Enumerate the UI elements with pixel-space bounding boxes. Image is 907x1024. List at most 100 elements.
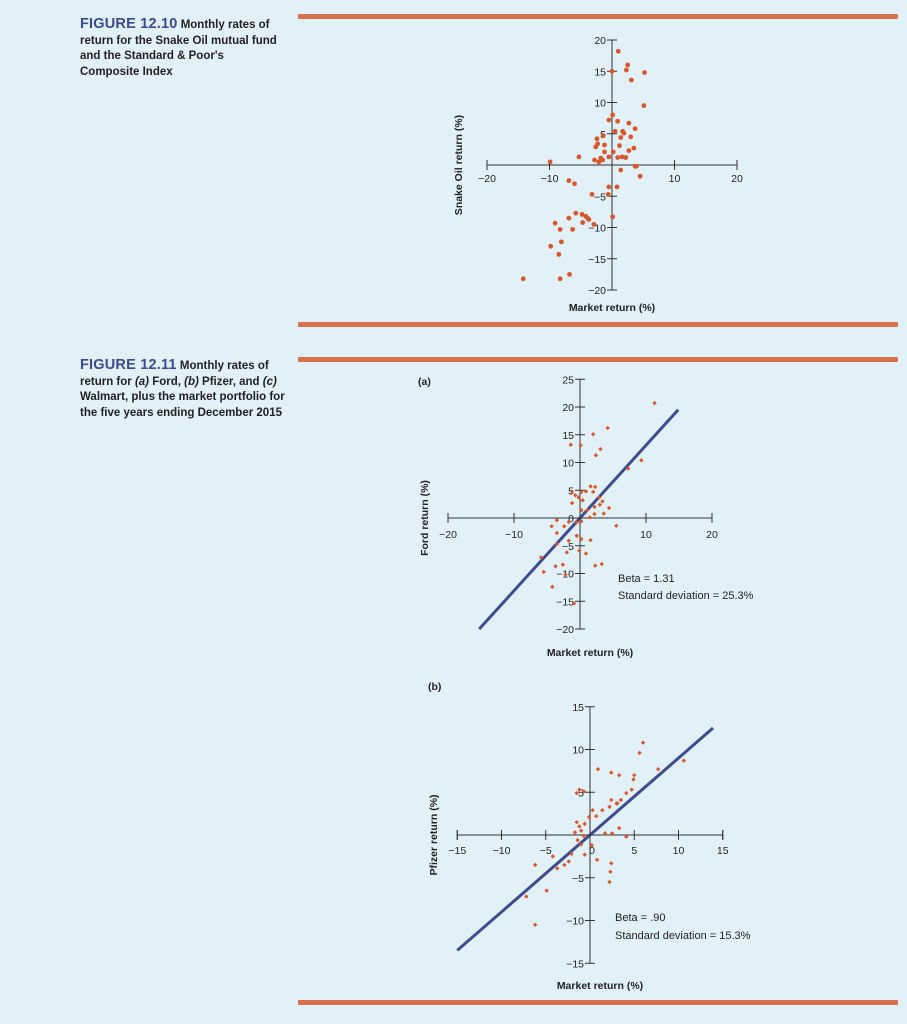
x-tick-label: 15 — [717, 845, 729, 857]
data-point — [577, 548, 582, 553]
data-point — [588, 538, 593, 543]
data-point — [576, 154, 582, 160]
data-point — [628, 134, 634, 140]
std-dev-annotation: Standard deviation = 25.3% — [618, 590, 754, 602]
data-point — [581, 833, 587, 839]
data-point — [555, 866, 560, 871]
data-point — [609, 831, 615, 836]
data-point — [601, 511, 606, 516]
y-tick-label: 10 — [594, 98, 606, 110]
data-point — [532, 862, 538, 868]
data-point — [554, 518, 560, 523]
x-tick-label: 10 — [669, 173, 681, 185]
y-tick-label: 0 — [568, 513, 574, 525]
caption-text-2: Ford, — [149, 375, 185, 388]
data-point — [610, 149, 616, 155]
data-point — [594, 857, 600, 862]
data-point — [600, 808, 605, 813]
y-tick-label: −5 — [594, 191, 606, 203]
data-point — [614, 184, 620, 190]
data-point — [608, 869, 613, 874]
data-point — [632, 772, 637, 778]
data-point — [598, 446, 603, 452]
data-point — [524, 894, 529, 899]
data-point — [593, 144, 599, 150]
data-point — [566, 859, 571, 864]
caption-panel-b: (b) — [184, 375, 199, 388]
data-point — [624, 790, 629, 796]
data-point — [615, 155, 621, 160]
data-point — [579, 508, 584, 513]
x-axis-title: Market return (%) — [547, 647, 633, 659]
y-tick-label: 10 — [562, 458, 574, 470]
data-point — [574, 790, 579, 796]
caption-text-1: Monthly rates of return for — [80, 360, 269, 388]
data-point — [629, 787, 634, 792]
data-point — [554, 530, 560, 536]
data-point — [556, 251, 562, 257]
x-tick-label: 0 — [589, 845, 595, 857]
data-point — [623, 155, 629, 160]
data-point — [579, 211, 585, 217]
data-point — [640, 740, 646, 745]
y-tick-label: 5 — [578, 787, 584, 799]
data-point — [591, 489, 596, 495]
data-point — [610, 214, 616, 220]
data-point — [579, 489, 584, 495]
data-point — [570, 226, 576, 232]
data-point — [593, 813, 599, 819]
data-point — [572, 181, 577, 187]
data-point — [579, 536, 584, 542]
data-point — [538, 555, 544, 560]
x-tick-label: −10 — [541, 173, 559, 185]
data-point — [628, 77, 634, 83]
beta-annotation: Beta = 1.31 — [618, 573, 675, 585]
y-tick-label: −15 — [556, 596, 574, 608]
data-point — [617, 825, 622, 831]
y-tick-label: −5 — [562, 541, 574, 553]
x-tick-label: 10 — [640, 529, 652, 541]
data-point — [572, 830, 578, 835]
x-tick-label: −20 — [439, 529, 457, 541]
data-point — [599, 561, 604, 567]
data-point — [557, 226, 563, 232]
data-point — [532, 922, 538, 927]
y-tick-label: −10 — [566, 916, 584, 928]
data-point — [552, 220, 558, 226]
data-point — [642, 70, 647, 75]
data-point — [592, 484, 598, 490]
data-point — [566, 538, 571, 543]
y-tick-label: 20 — [594, 35, 606, 47]
data-point — [593, 453, 599, 458]
data-point — [596, 159, 602, 165]
data-point — [602, 831, 608, 836]
data-point — [632, 126, 638, 132]
data-point — [578, 828, 584, 833]
y-tick-label: −5 — [572, 873, 584, 885]
data-point — [602, 142, 607, 148]
data-point — [560, 562, 566, 567]
data-point — [590, 808, 595, 813]
data-point — [586, 814, 592, 820]
data-point — [592, 157, 597, 163]
data-point — [582, 821, 587, 827]
y-tick-label: 10 — [572, 745, 584, 757]
data-point — [578, 443, 583, 448]
data-point — [577, 824, 582, 829]
data-point — [547, 159, 553, 165]
x-axis-title: Market return (%) — [557, 980, 643, 992]
data-point — [574, 533, 579, 538]
data-point — [609, 770, 614, 775]
std-dev-annotation: Standard deviation = 15.3% — [615, 930, 751, 942]
data-point — [626, 120, 632, 126]
data-point — [553, 564, 558, 569]
data-point — [592, 511, 597, 517]
caption-text-4: Walmart, plus the market portfolio for t… — [80, 391, 285, 419]
data-point — [612, 128, 618, 134]
figure-number: FIGURE 12.10 — [80, 16, 178, 32]
data-point — [615, 801, 620, 806]
data-point — [655, 766, 661, 772]
top-rule-fig-12-11 — [298, 357, 898, 362]
